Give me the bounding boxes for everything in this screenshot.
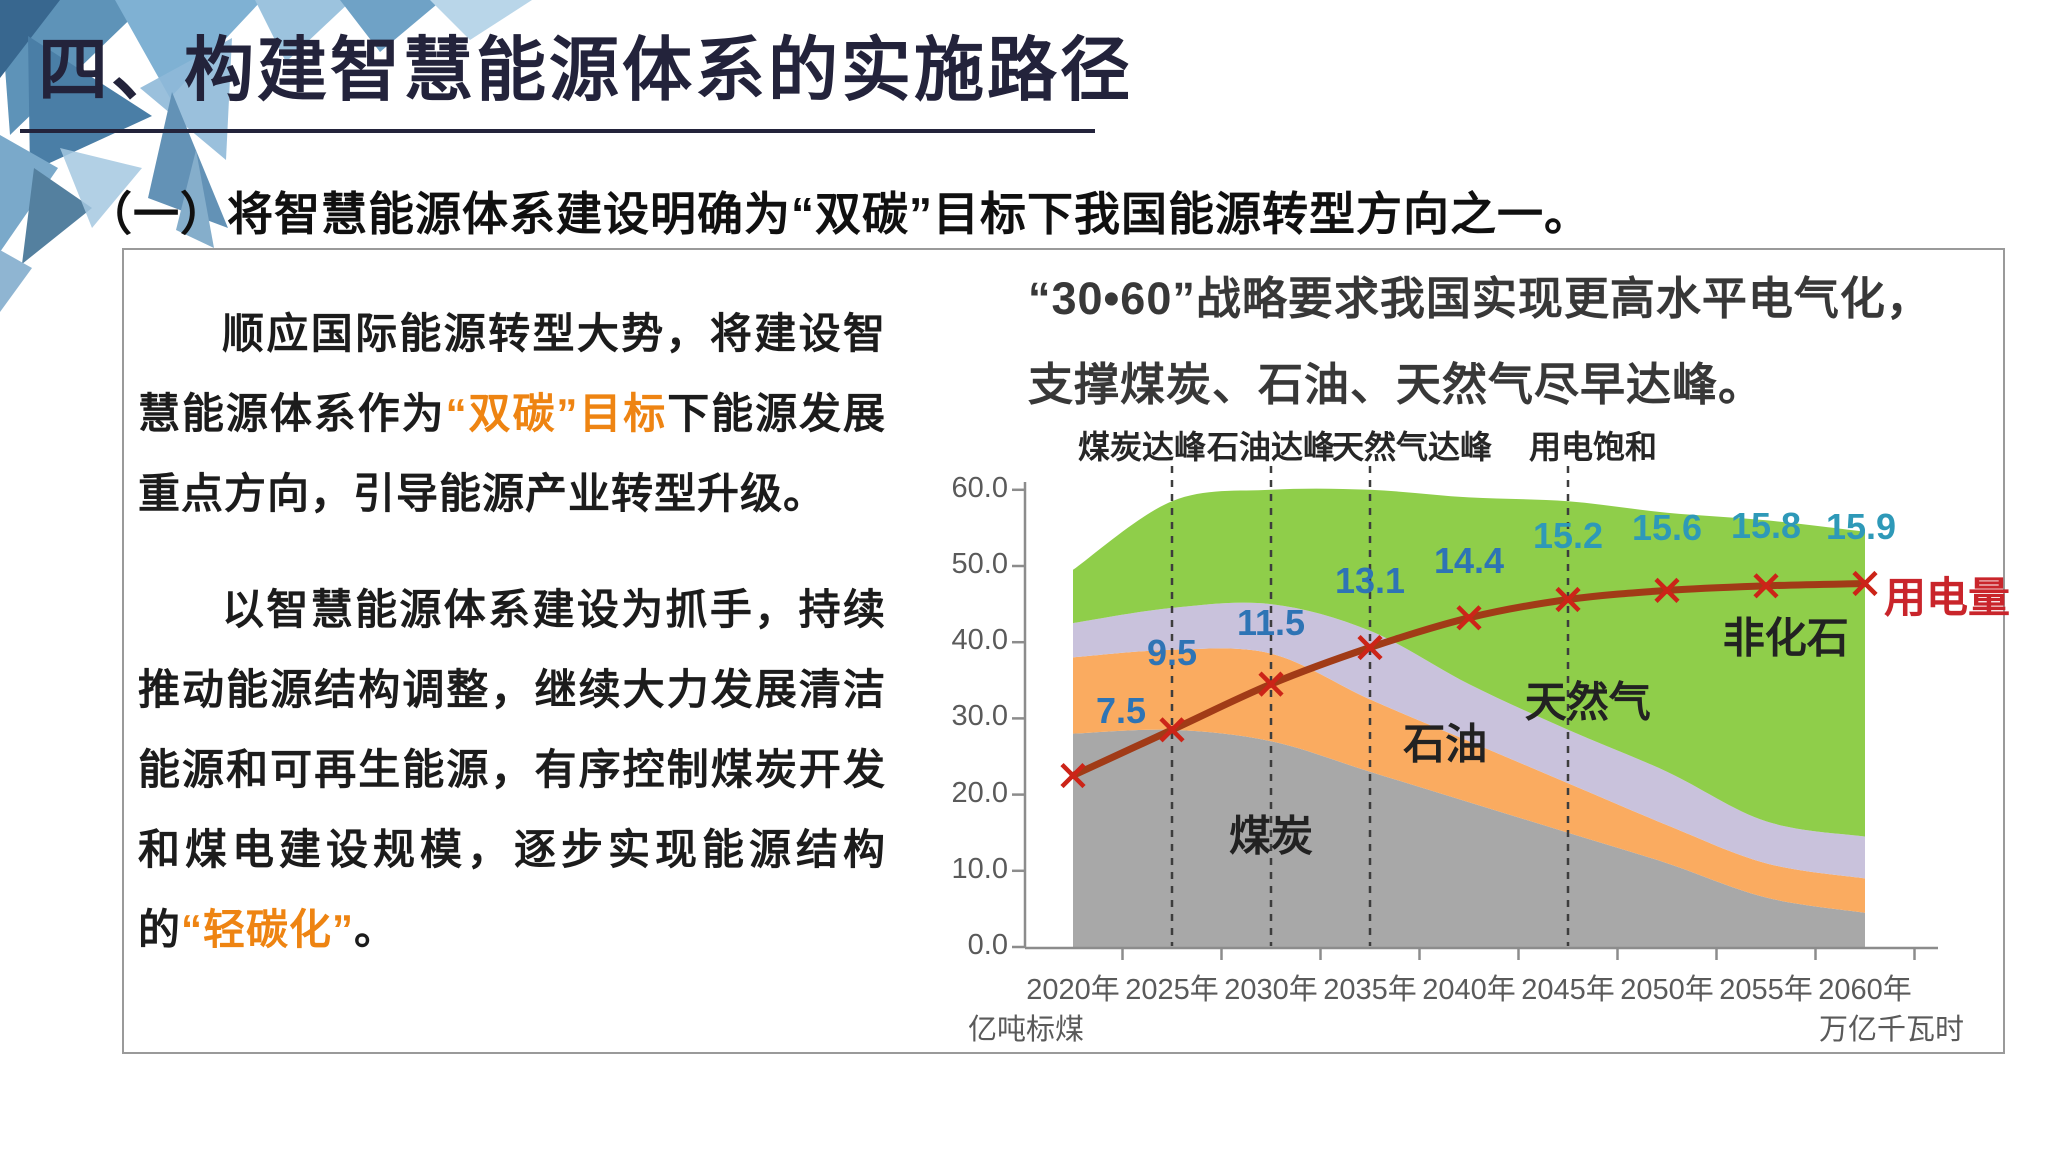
paragraph-1-highlight: “双碳”目标 [445,390,668,437]
section-subtitle: （一）将智慧能源体系建设明确为“双碳”目标下我国能源转型方向之一。 [86,188,1591,240]
page-title: 四、构建智慧能源体系的实施路径 [38,31,1133,109]
paragraph-1-text-tail: 下能源发展重点方向，引导能源产业转型升级。 [138,390,886,517]
data-label-15.9: 15.9 [1825,505,1897,547]
area-label-石油: 石油 [1403,720,1488,768]
data-label-15.8: 15.8 [1730,504,1802,546]
paragraph-2-text: 以智慧能源体系建设为抓手，持续推动能源结构调整，继续大力发展清洁能源和可再生能源… [138,586,886,953]
chart-title-line-2: 支撑煤炭、石油、天然气尽早达峰。 [1028,359,1765,410]
x-tick-label-2025年: 2025年 [1125,974,1219,1006]
peak-annotation-煤炭达峰: 煤炭达峰 [1077,429,1207,465]
title-underline [20,129,1095,133]
x-tick-label-2060年: 2060年 [1818,974,1912,1006]
data-label-15.2: 15.2 [1532,514,1604,556]
y-tick-label-30.0: 30.0 [951,700,1008,733]
chart-title-line-1: “30•60”战略要求我国实现更高水平电气化， [1028,273,1932,324]
x-tick-label-2050年: 2050年 [1620,974,1714,1006]
peak-annotation-用电饱和: 用电饱和 [1528,429,1658,465]
x-tick-label-2055年: 2055年 [1719,974,1813,1006]
y-tick-label-20.0: 20.0 [951,776,1008,809]
data-label-9.5: 9.5 [1146,631,1198,673]
data-label-7.5: 7.5 [1095,689,1147,731]
corner-decoration-polygons [0,0,532,312]
y-tick-label-10.0: 10.0 [951,852,1008,885]
x-tick-label-2045年: 2045年 [1521,974,1615,1006]
electricity-line-label: 用电量 [1884,574,2011,621]
area-label-非化石: 非化石 [1722,614,1849,662]
paragraph-1-text: 顺应国际能源转型大势，将建设智慧能源体系作为 [138,310,886,437]
area-label-天然气: 天然气 [1524,678,1651,726]
paragraph-1: 顺应国际能源转型大势，将建设智慧能源体系作为“双碳”目标下能源发展重点方向，引导… [138,294,886,534]
data-label-13.1: 13.1 [1334,559,1406,601]
area-label-煤炭: 煤炭 [1228,812,1314,860]
y-tick-label-40.0: 40.0 [951,624,1008,657]
data-label-11.5: 11.5 [1236,602,1306,644]
left-axis-unit-label: 亿吨标煤 [968,1014,1085,1046]
x-tick-label-2030年: 2030年 [1224,974,1318,1006]
x-tick-label-2040年: 2040年 [1422,974,1516,1006]
y-tick-label-0.0: 0.0 [967,929,1008,961]
peak-annotation-石油达峰: 石油达峰 [1206,429,1336,465]
data-label-15.6: 15.6 [1631,507,1703,549]
data-label-14.4: 14.4 [1433,539,1505,581]
x-tick-label-2020年: 2020年 [1026,974,1120,1006]
right-axis-unit-label: 万亿千瓦时 [1818,1014,1964,1046]
y-tick-label-50.0: 50.0 [951,548,1008,580]
paragraph-2-highlight: “轻碳化” [181,906,355,953]
paragraph-2-text-tail: 。 [354,906,398,953]
peak-annotation-天然气达峰: 天然气达峰 [1331,429,1493,465]
paragraph-2: 以智慧能源体系建设为抓手，持续推动能源结构调整，继续大力发展清洁能源和可再生能源… [138,570,886,970]
y-tick-label-60.0: 60.0 [951,471,1008,504]
left-text-block: 顺应国际能源转型大势，将建设智慧能源体系作为“双碳”目标下能源发展重点方向，引导… [138,294,886,970]
x-tick-label-2035年: 2035年 [1323,974,1417,1006]
